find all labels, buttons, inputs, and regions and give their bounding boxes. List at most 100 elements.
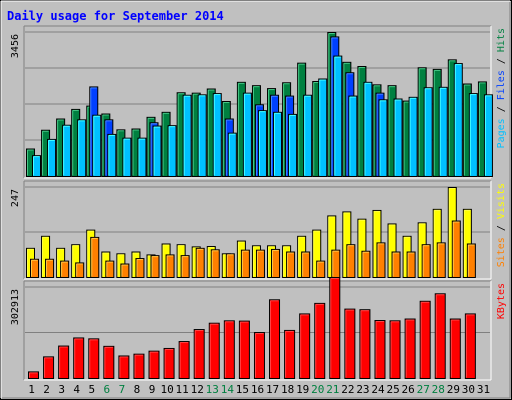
- bar-fill: [212, 93, 222, 177]
- bar-fill: [58, 345, 70, 380]
- bar-fill: [301, 251, 311, 278]
- bar-pages: [453, 63, 463, 177]
- x-tick-label: 14: [221, 383, 235, 396]
- bar-pages: [92, 114, 102, 177]
- bar-pages: [182, 94, 192, 177]
- bar-sites: [466, 243, 476, 279]
- bar-fill: [269, 299, 281, 379]
- bar-fill: [167, 125, 177, 177]
- bar-sites: [271, 248, 281, 278]
- x-tick-label: 8: [134, 383, 141, 396]
- bar-fill: [32, 155, 41, 178]
- bar-fill: [361, 250, 371, 278]
- bar-kbytes: [208, 322, 220, 379]
- bar-fill: [363, 81, 373, 177]
- bar-kbytes: [344, 308, 356, 380]
- panel-kbytes: 302913 KBytes: [10, 277, 507, 381]
- bar-pages: [318, 78, 328, 177]
- series-sites: [30, 220, 476, 279]
- legend-entry: /: [496, 219, 507, 237]
- bar-kbytes: [449, 318, 461, 380]
- bar-fill: [107, 133, 117, 178]
- bar-fill: [238, 320, 250, 379]
- x-tick-label: 10: [160, 383, 173, 396]
- x-tick-label: 6: [104, 383, 111, 396]
- bar-fill: [468, 93, 478, 177]
- bar-fill: [73, 337, 85, 379]
- x-tick-label: 16: [251, 383, 264, 396]
- bar-fill: [120, 263, 130, 278]
- bar-fill: [253, 332, 265, 380]
- bar-kbytes: [314, 302, 326, 380]
- bar-fill: [75, 262, 85, 279]
- bar-sites: [165, 254, 175, 278]
- legend-entry: Sites: [496, 237, 507, 267]
- bar-fill: [303, 94, 313, 177]
- bar-kbytes: [58, 345, 70, 380]
- x-tick-label: 11: [176, 383, 189, 396]
- bar-kbytes: [419, 300, 431, 379]
- legend-entry: Files: [496, 70, 507, 100]
- bar-sites: [60, 260, 70, 279]
- bar-fill: [240, 249, 250, 278]
- bar-sites: [391, 251, 401, 278]
- bar-fill: [393, 98, 403, 177]
- bar-kbytes: [269, 299, 281, 379]
- bar-sites: [361, 250, 371, 278]
- bar-kbytes: [329, 277, 341, 379]
- bar-fill: [406, 251, 416, 278]
- bar-fill: [404, 318, 416, 380]
- bar-pages: [62, 124, 72, 177]
- x-tick-label: 18: [281, 383, 294, 396]
- bar-fill: [316, 260, 326, 279]
- bar-sites: [225, 253, 235, 279]
- bar-pages: [77, 119, 87, 178]
- bar-fill: [45, 258, 55, 278]
- bar-sites: [346, 244, 356, 279]
- x-tick-label: 13: [206, 383, 219, 396]
- bar-sites: [255, 249, 265, 278]
- bar-fill: [122, 137, 132, 178]
- bar-kbytes: [43, 356, 55, 379]
- bar-kbytes: [193, 329, 205, 379]
- bar-pages: [333, 55, 343, 177]
- x-tick-label: 17: [266, 383, 279, 396]
- bar-pages: [107, 133, 117, 178]
- bar-sites: [331, 249, 341, 278]
- panels-layer: 3456 Pages / Files / Hits 247 Sites / Visit…: [10, 25, 507, 381]
- x-tick-label: 9: [149, 383, 156, 396]
- bar-pages: [378, 99, 388, 177]
- bar-fill: [165, 254, 175, 278]
- bar-fill: [105, 260, 115, 279]
- bar-kbytes: [359, 309, 371, 380]
- bar-fill: [408, 96, 418, 177]
- legend-entry: /: [496, 52, 507, 70]
- bar-fill: [466, 243, 476, 279]
- bar-fill: [389, 320, 401, 379]
- bar-pages: [47, 138, 57, 178]
- bar-fill: [60, 260, 70, 279]
- bar-kbytes: [238, 320, 250, 379]
- bar-pages: [167, 125, 177, 177]
- bar-pages: [152, 125, 162, 178]
- bar-fill: [286, 251, 296, 278]
- bar-fill: [133, 353, 145, 380]
- x-tick-label: 27: [417, 383, 430, 396]
- x-tick-label: 20: [311, 383, 324, 396]
- x-tick-label: 5: [88, 383, 95, 396]
- bar-kbytes: [178, 341, 190, 379]
- bar-kbytes: [374, 320, 386, 379]
- bar-pages: [197, 94, 207, 177]
- bar-fill: [47, 138, 57, 178]
- bar-kbytes: [389, 320, 401, 379]
- x-tick-label: 15: [236, 383, 249, 396]
- x-tick-label: 1: [28, 383, 35, 396]
- bar-fill: [150, 255, 160, 278]
- bar-fill: [374, 320, 386, 379]
- bar-fill: [242, 92, 252, 177]
- bar-sites: [105, 260, 115, 279]
- legend: KBytes: [496, 283, 507, 319]
- bar-pages: [273, 111, 283, 177]
- legend-entry: Visits: [496, 183, 507, 219]
- panel-visits-sites: 247 Sites / Visits: [10, 180, 507, 280]
